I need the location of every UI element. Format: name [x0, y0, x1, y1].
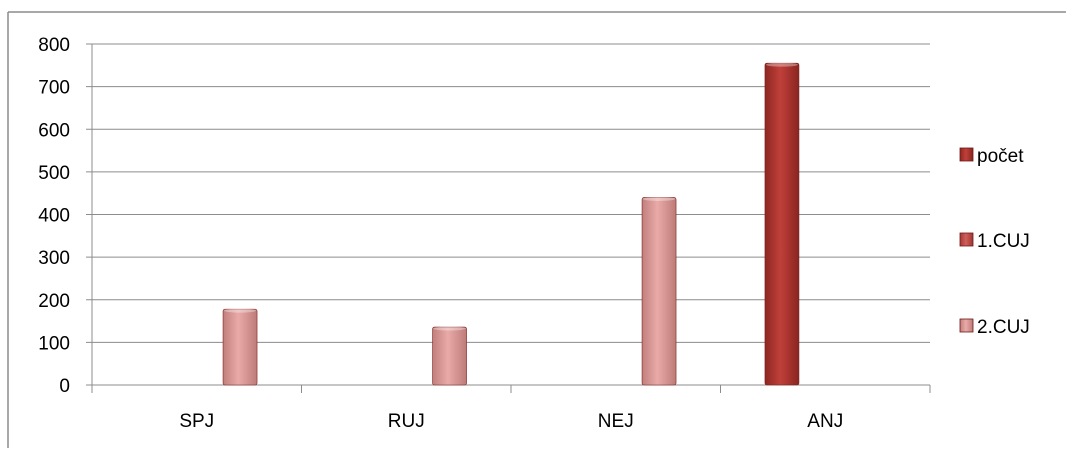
y-tick-label: 400: [38, 206, 70, 227]
legend-label: 2.CUJ: [977, 317, 1030, 338]
x-category-label: ANJ: [807, 411, 843, 432]
bar: [641, 197, 677, 386]
bar: [222, 308, 258, 386]
legend-swatch: [959, 232, 974, 247]
y-tick-label: 500: [38, 163, 70, 184]
y-tick-label: 100: [38, 333, 70, 354]
x-category-label: NEJ: [598, 411, 634, 432]
y-axis-tick-labels: 0 100 200 300 400 500 600 700 800: [38, 35, 70, 397]
bars: [222, 62, 800, 386]
y-tick-label: 700: [38, 78, 70, 99]
bar-highlight: [224, 308, 257, 313]
legend-swatch: [959, 318, 974, 333]
x-category-label: RUJ: [388, 411, 425, 432]
y-tick-label: 0: [59, 376, 70, 397]
gridlines: [92, 43, 930, 343]
legend: počet 1.CUJ 2.CUJ: [959, 146, 1030, 338]
bar-highlight: [643, 196, 676, 201]
y-tick-label: 800: [38, 35, 70, 56]
bar-highlight: [433, 326, 466, 331]
y-tick-label: 200: [38, 291, 70, 312]
legend-label: 1.CUJ: [977, 231, 1030, 252]
y-tick-label: 300: [38, 248, 70, 269]
bar-highlight: [765, 62, 798, 67]
bar: [764, 62, 800, 386]
axes: [86, 43, 931, 393]
legend-swatch: [959, 147, 974, 162]
x-category-label: SPJ: [179, 411, 214, 432]
bar: [432, 326, 467, 386]
legend-label: počet: [977, 146, 1024, 167]
y-tick-label: 600: [38, 120, 70, 141]
x-axis-category-labels: SPJ RUJ NEJ ANJ: [179, 411, 843, 432]
